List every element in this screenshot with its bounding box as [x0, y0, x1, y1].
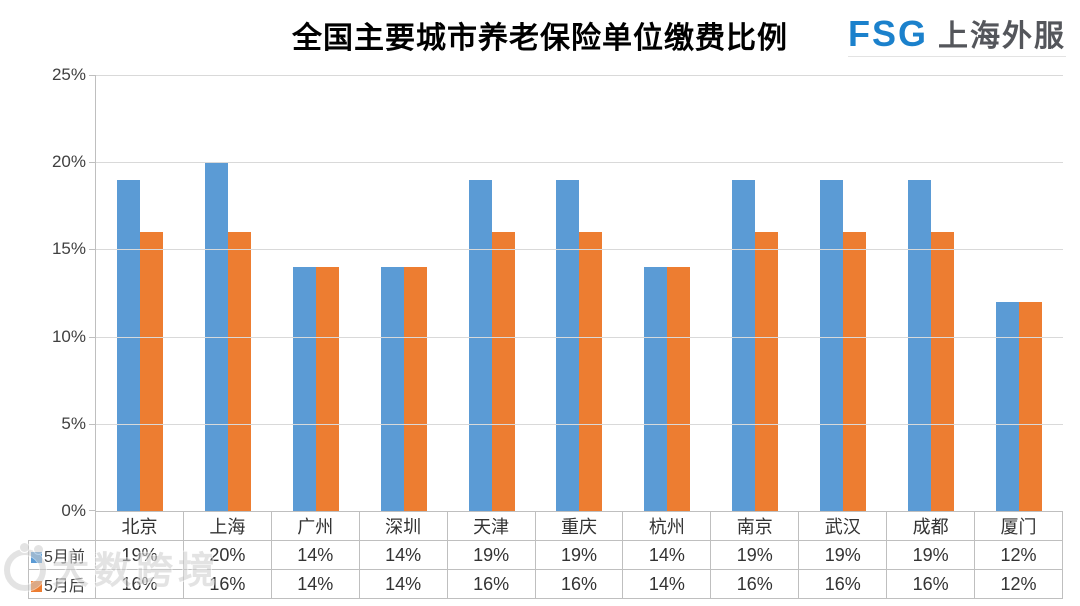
y-axis-tick [89, 510, 96, 511]
bar-group-南京 [711, 75, 799, 511]
value-cell: 14% [358, 569, 448, 599]
bar [292, 266, 316, 511]
category-label: 深圳 [358, 511, 448, 541]
plot-area [89, 75, 1063, 512]
y-axis-tick [89, 249, 96, 251]
value-cell: 16% [182, 569, 272, 599]
bar [732, 179, 756, 511]
value-cell: 19% [710, 540, 800, 570]
value-cell: 19% [798, 540, 888, 570]
bar [820, 179, 844, 511]
company-name-text: 上海外服 [938, 20, 1066, 53]
value-cell: 19% [886, 540, 976, 570]
gridline [96, 336, 1063, 338]
value-cell: 19% [534, 540, 624, 570]
category-label: 杭州 [622, 511, 712, 541]
y-axis-tick [89, 423, 96, 425]
data-table: 北京 上海 广州 深圳 天津 重庆 杭州 南京 武汉 成都 厦门 5月前 19% 20% 14% 14% 19%… [28, 511, 1063, 599]
bar-group-北京 [96, 75, 184, 511]
legend-swatch-icon [31, 581, 42, 592]
bar-group-天津 [448, 75, 536, 511]
bar [931, 231, 955, 511]
bar-group-上海 [184, 75, 272, 511]
bar [1019, 301, 1043, 511]
y-axis-tick [89, 162, 96, 164]
value-cell: 16% [798, 569, 888, 599]
bar [403, 266, 427, 511]
y-axis-tick-label: 10% [51, 326, 86, 346]
gridline [96, 249, 1063, 251]
bar-group-杭州 [623, 75, 711, 511]
y-axis-tick-label: 20% [51, 152, 86, 172]
bar [556, 179, 580, 511]
category-label: 南京 [710, 511, 800, 541]
bar [843, 231, 867, 511]
table-row: 5月后 16% 16% 14% 14% 16% 16% 14% 16% 16% 16% 12% [28, 569, 1063, 599]
category-label: 北京 [95, 511, 184, 541]
category-label: 成都 [886, 511, 976, 541]
y-axis-labels: 25% 20% 15% 10% 5% 0% [0, 65, 86, 520]
bar [644, 266, 668, 511]
bar [227, 231, 251, 511]
value-cell: 14% [622, 569, 712, 599]
value-cell: 14% [622, 540, 712, 570]
bar-group-重庆 [536, 75, 624, 511]
value-cell: 14% [270, 540, 360, 570]
category-label: 武汉 [798, 511, 888, 541]
bar [996, 301, 1020, 511]
page-title: 全国主要城市养老保险单位缴费比例 [292, 22, 788, 55]
brand-logo: FSG 上海外服 [847, 13, 1066, 57]
value-cell: 16% [95, 569, 184, 599]
value-cell: 19% [446, 540, 536, 570]
y-axis-tick-label: 5% [61, 413, 86, 433]
bar-group-深圳 [360, 75, 448, 511]
legend-swatch-icon [31, 552, 42, 563]
bar [139, 231, 163, 511]
bar [491, 231, 515, 511]
bar-group-广州 [272, 75, 360, 511]
bar-group-成都 [887, 75, 975, 511]
value-cell: 16% [446, 569, 536, 599]
y-axis-tick [89, 336, 96, 338]
value-cell: 14% [270, 569, 360, 599]
gridline [96, 75, 1063, 76]
value-cell: 16% [534, 569, 624, 599]
bar [667, 266, 691, 511]
bar [315, 266, 339, 511]
bar-group-武汉 [799, 75, 887, 511]
category-label: 广州 [270, 511, 360, 541]
y-axis-tick-label: 15% [51, 239, 86, 259]
bar [380, 266, 404, 511]
gridline [96, 162, 1063, 164]
value-cell: 19% [95, 540, 184, 570]
fsg-logo-text: FSG [847, 13, 928, 54]
bar-group-厦门 [975, 75, 1063, 511]
gridline [96, 423, 1063, 425]
bar [755, 231, 779, 511]
category-label: 上海 [182, 511, 272, 541]
table-corner-cell [29, 512, 96, 541]
legend-item: 5月前 [28, 540, 96, 570]
value-cell: 12% [974, 569, 1063, 599]
value-cell: 14% [358, 540, 448, 570]
bar [116, 179, 140, 511]
table-row: 5月前 19% 20% 14% 14% 19% 19% 14% 19% 19% 19% 12% [28, 540, 1063, 570]
y-axis-tick-label: 0% [61, 501, 86, 520]
value-cell: 12% [974, 540, 1063, 570]
bar-series-container [96, 75, 1063, 511]
y-axis-tick [89, 75, 96, 76]
category-label: 厦门 [974, 511, 1063, 541]
bar [579, 231, 603, 511]
y-axis-tick-label: 25% [51, 65, 86, 84]
category-label: 重庆 [534, 511, 624, 541]
value-cell: 16% [886, 569, 976, 599]
category-label: 天津 [446, 511, 536, 541]
value-cell: 20% [182, 540, 272, 570]
bar [468, 179, 492, 511]
value-cell: 16% [710, 569, 800, 599]
bar [908, 179, 932, 511]
legend-item: 5月后 [28, 569, 96, 599]
